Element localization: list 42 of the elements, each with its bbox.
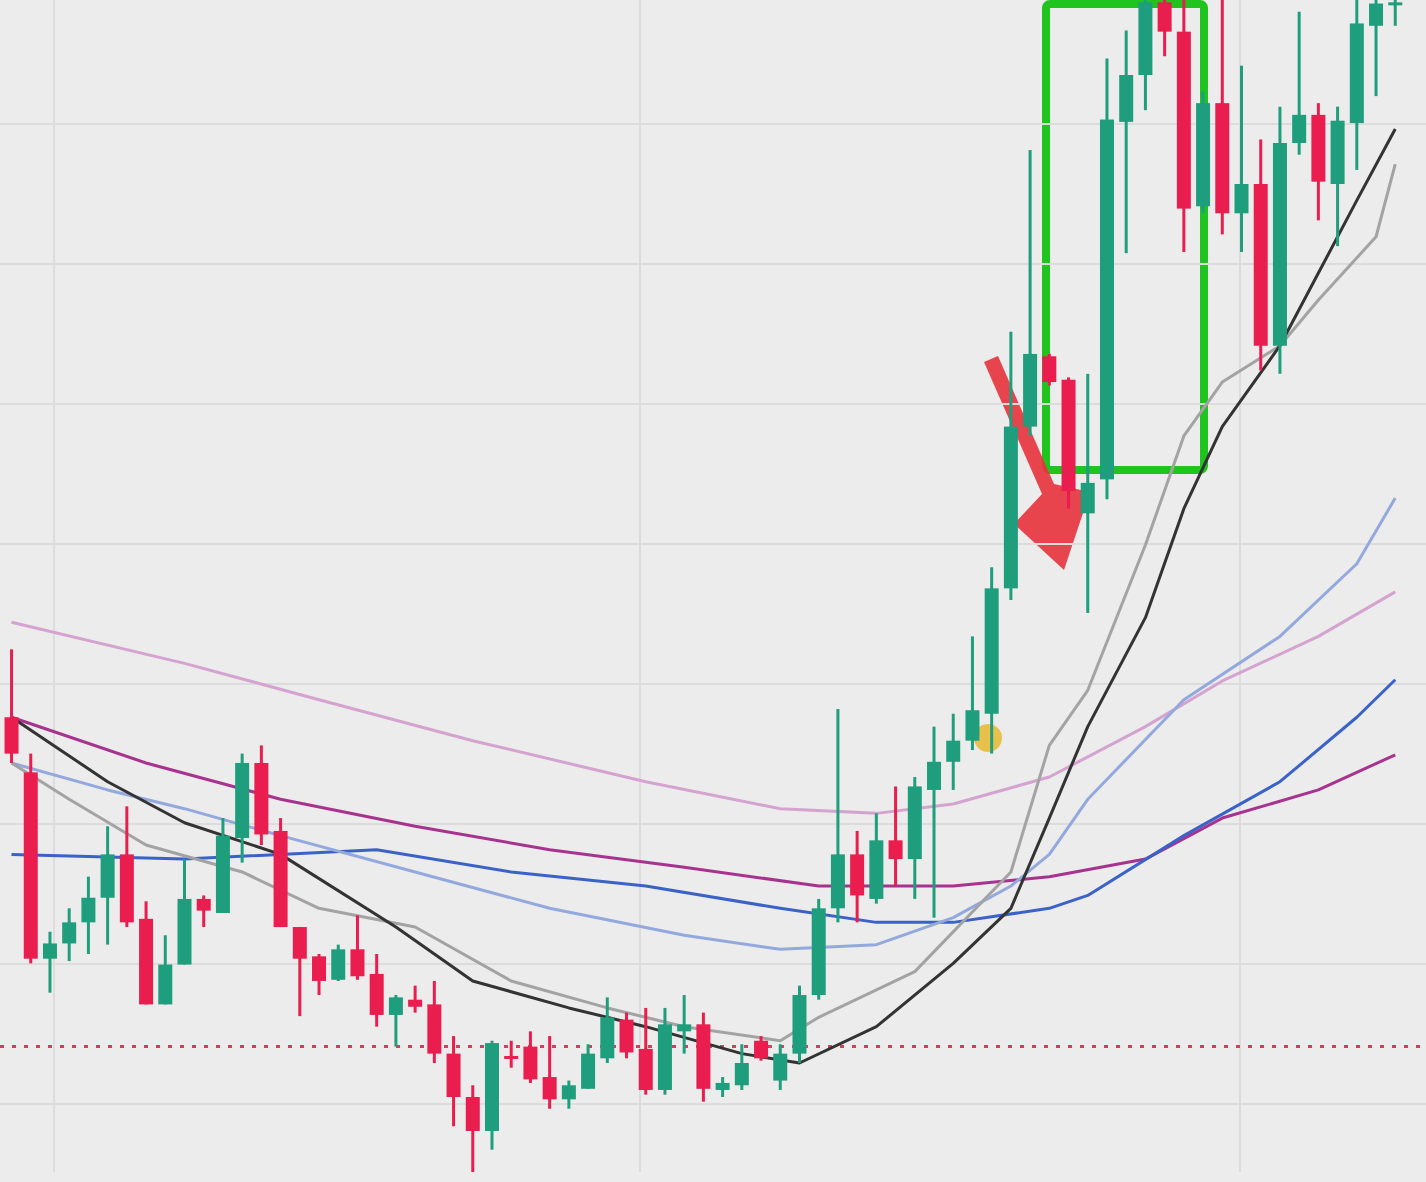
candlestick (465, 1083, 480, 1172)
candlestick (619, 1011, 634, 1060)
candlestick (773, 1042, 788, 1092)
candlestick (408, 984, 423, 1015)
candlestick (81, 875, 96, 956)
candlestick (62, 906, 77, 963)
candlestick (42, 930, 57, 995)
candlestick (1042, 352, 1057, 388)
candlestick (350, 913, 365, 982)
candlestick (561, 1079, 576, 1111)
candlestick (754, 1034, 769, 1063)
candlestick (1157, 0, 1172, 58)
candlestick (600, 995, 615, 1065)
candlestick (1234, 64, 1249, 254)
candlestick (581, 1042, 596, 1091)
candlestick (1388, 0, 1403, 28)
candlestick (158, 933, 173, 1006)
candlestick (1119, 28, 1134, 255)
candlestick (715, 1075, 730, 1099)
candlestick (1292, 10, 1307, 157)
candlestick (927, 725, 942, 920)
candlestick (638, 1006, 653, 1097)
candlestick (542, 1034, 557, 1111)
candlestick (523, 1029, 538, 1085)
candlestick (292, 925, 307, 1018)
candlestick (446, 1034, 461, 1128)
candlestick (312, 952, 327, 997)
candlestick (677, 993, 692, 1056)
candlestick (196, 893, 211, 929)
candlestick (1369, 0, 1384, 98)
candlestick (946, 712, 961, 792)
candlestick (850, 829, 865, 924)
candlestick (965, 634, 980, 752)
candlestick (888, 784, 903, 888)
candlestick (331, 943, 346, 983)
candlestick (369, 952, 384, 1029)
candlestick (1080, 372, 1095, 615)
candlestick (4, 647, 19, 765)
candlestick (100, 824, 115, 947)
candlestick (504, 1039, 519, 1070)
candlestick (734, 1042, 749, 1092)
candlestick (388, 993, 403, 1049)
